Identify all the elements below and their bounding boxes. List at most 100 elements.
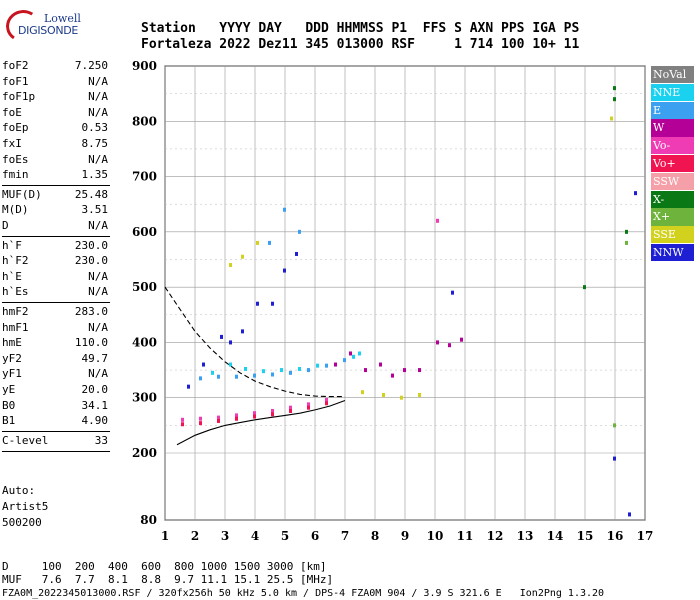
param-row: M(D) 3.51 xyxy=(2,202,108,218)
data-point xyxy=(235,413,238,418)
trace-upper xyxy=(164,286,345,398)
param-row: h`E N/A xyxy=(2,269,108,285)
param-row: fmin 1.35 xyxy=(2,167,108,183)
data-point xyxy=(307,368,310,373)
auto-artist: Artist5 xyxy=(2,500,49,513)
data-point xyxy=(217,374,220,379)
data-point xyxy=(229,362,232,367)
param-row: foF1p N/A xyxy=(2,89,108,105)
y-tick-label: 300 xyxy=(132,391,157,405)
x-tick-label: 10 xyxy=(427,529,444,543)
x-tick-label: 3 xyxy=(221,529,229,543)
param-value: 25.48 xyxy=(74,187,108,201)
data-point xyxy=(451,290,454,295)
data-point xyxy=(211,370,214,375)
param-name: D xyxy=(2,219,9,232)
data-point xyxy=(199,416,202,421)
data-point xyxy=(625,240,628,245)
data-point xyxy=(295,251,298,256)
param-value: N/A xyxy=(88,285,108,299)
param-separator xyxy=(2,184,110,186)
data-point xyxy=(199,421,202,426)
data-point xyxy=(352,354,355,359)
y-tick-label: 400 xyxy=(132,335,157,349)
param-value: 3.51 xyxy=(81,203,109,217)
param-row: foF1 N/A xyxy=(2,74,108,90)
auto-code: 500200 xyxy=(2,516,42,529)
data-point xyxy=(403,368,406,373)
param-value: 8.75 xyxy=(81,137,109,150)
x-tick-label: 11 xyxy=(457,529,474,543)
param-value: N/A xyxy=(88,74,108,88)
param-name: yE xyxy=(2,383,16,396)
data-point xyxy=(325,401,328,406)
param-name: foF1p xyxy=(2,90,36,104)
param-row: hmF1 N/A xyxy=(2,320,108,336)
legend-item: NoVal xyxy=(651,66,694,84)
param-separator xyxy=(2,451,110,453)
param-name: M(D) xyxy=(2,203,29,217)
param-name: foEs xyxy=(2,152,29,166)
param-row: foE N/A xyxy=(2,105,108,121)
logo-line2: DIGISONDE xyxy=(18,24,79,37)
param-name: hmF2 xyxy=(2,305,29,318)
data-point xyxy=(268,240,271,245)
data-point xyxy=(283,268,286,273)
y-tick-label: 200 xyxy=(132,446,157,460)
data-point xyxy=(307,402,310,407)
param-row: h`F2 230.0 xyxy=(2,253,108,269)
param-value: 49.7 xyxy=(81,351,109,365)
data-point xyxy=(271,372,274,377)
legend: NoVal NNE E W Vo- Vo+ SSW X- X+ SSE NNW xyxy=(651,66,694,262)
param-name: hmE xyxy=(2,336,22,350)
param-row: MUF(D) 25.48 xyxy=(2,187,108,203)
data-point xyxy=(358,351,361,356)
param-name: foF2 xyxy=(2,59,29,72)
footer-distance-row: D 100 200 400 600 800 1000 1500 3000 [km… xyxy=(2,560,327,573)
param-value: N/A xyxy=(88,152,108,166)
data-point xyxy=(613,86,616,91)
param-row: h`Es N/A xyxy=(2,284,108,300)
data-point xyxy=(382,392,385,397)
param-row: hmE 110.0 xyxy=(2,335,108,351)
param-row: foF2 7.250 xyxy=(2,58,108,74)
data-point xyxy=(361,390,364,395)
param-row: fxI 8.75 xyxy=(2,136,108,152)
legend-item: SSW xyxy=(651,172,694,191)
param-name: foEp xyxy=(2,121,29,135)
x-tick-label: 4 xyxy=(251,529,259,543)
data-point xyxy=(217,415,220,420)
param-name: C-level xyxy=(2,433,49,447)
x-tick-label: 17 xyxy=(637,529,654,543)
param-value: N/A xyxy=(88,320,108,334)
x-tick-label: 9 xyxy=(401,529,409,543)
param-value: 4.90 xyxy=(81,414,109,428)
data-point xyxy=(256,301,259,306)
param-value: N/A xyxy=(88,367,108,381)
legend-item: X+ xyxy=(651,208,694,226)
param-row: B1 4.90 xyxy=(2,413,108,429)
param-name: foF1 xyxy=(2,74,29,88)
y-tick-label: 700 xyxy=(132,170,157,184)
data-point xyxy=(271,408,274,413)
data-point xyxy=(583,285,586,290)
data-point xyxy=(280,368,283,373)
data-point xyxy=(460,337,463,342)
data-point xyxy=(316,363,319,368)
trace-lower xyxy=(176,399,346,446)
logo-line1: Lowell xyxy=(44,12,81,25)
data-point xyxy=(613,456,616,461)
x-tick-label: 15 xyxy=(577,529,594,543)
param-name: MUF(D) xyxy=(2,187,42,201)
data-point xyxy=(199,376,202,381)
data-point xyxy=(253,373,256,378)
data-point xyxy=(217,418,220,423)
y-tick-label: 500 xyxy=(132,280,157,294)
param-name: h`E xyxy=(2,269,22,283)
param-name: yF1 xyxy=(2,367,22,381)
data-point xyxy=(628,512,631,517)
data-point xyxy=(187,384,190,389)
data-point xyxy=(244,366,247,371)
param-name: fxI xyxy=(2,137,22,150)
param-name: hmF1 xyxy=(2,320,29,334)
